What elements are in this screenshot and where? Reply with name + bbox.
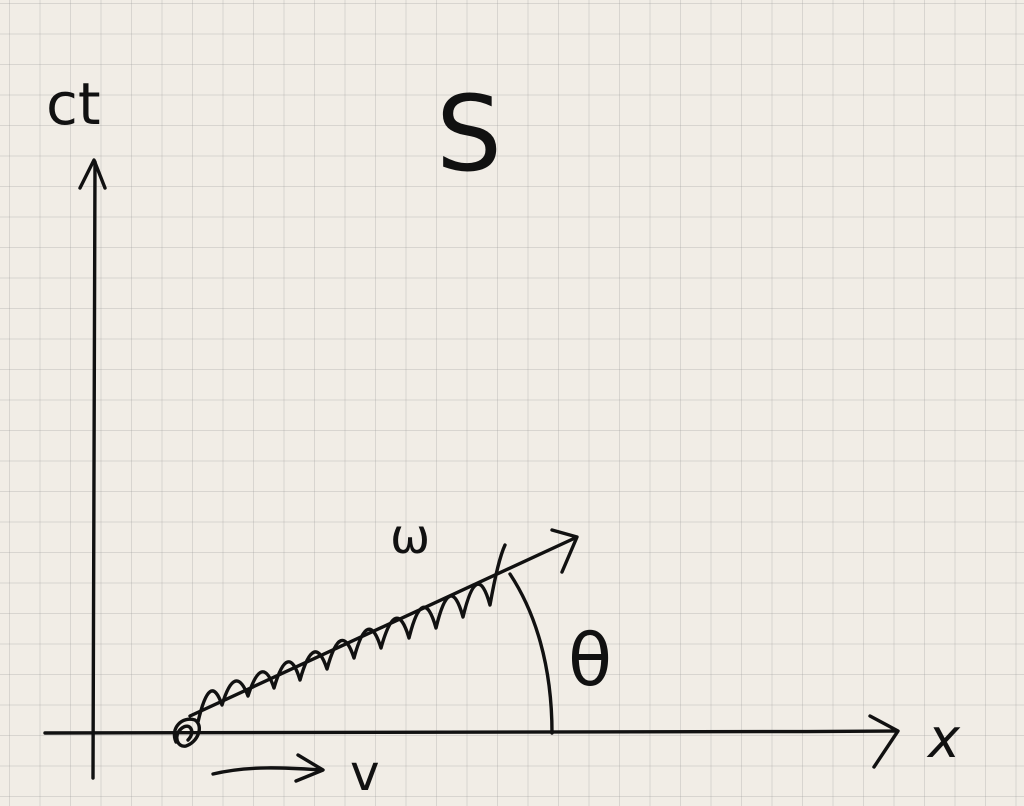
angle-arc <box>508 572 554 735</box>
x-axis-arrowhead <box>868 714 900 769</box>
angle-label: θ <box>568 618 612 702</box>
ct-axis-arrowhead <box>78 158 107 190</box>
frame-label: S <box>436 73 502 195</box>
photon-direction-line <box>188 536 577 718</box>
emitter-blob <box>172 717 201 748</box>
photon-direction-arrowhead <box>550 528 579 574</box>
photon-wave <box>196 543 507 724</box>
ct-axis-label: ct <box>46 70 101 138</box>
velocity-label: v <box>350 744 380 802</box>
velocity-arrow-line <box>211 766 324 776</box>
ct-axis-line <box>91 160 97 780</box>
wave-frequency-label: ω <box>390 509 430 565</box>
x-axis-label: x <box>926 707 961 770</box>
velocity-arrowhead <box>294 753 325 783</box>
x-axis-line <box>43 729 897 735</box>
